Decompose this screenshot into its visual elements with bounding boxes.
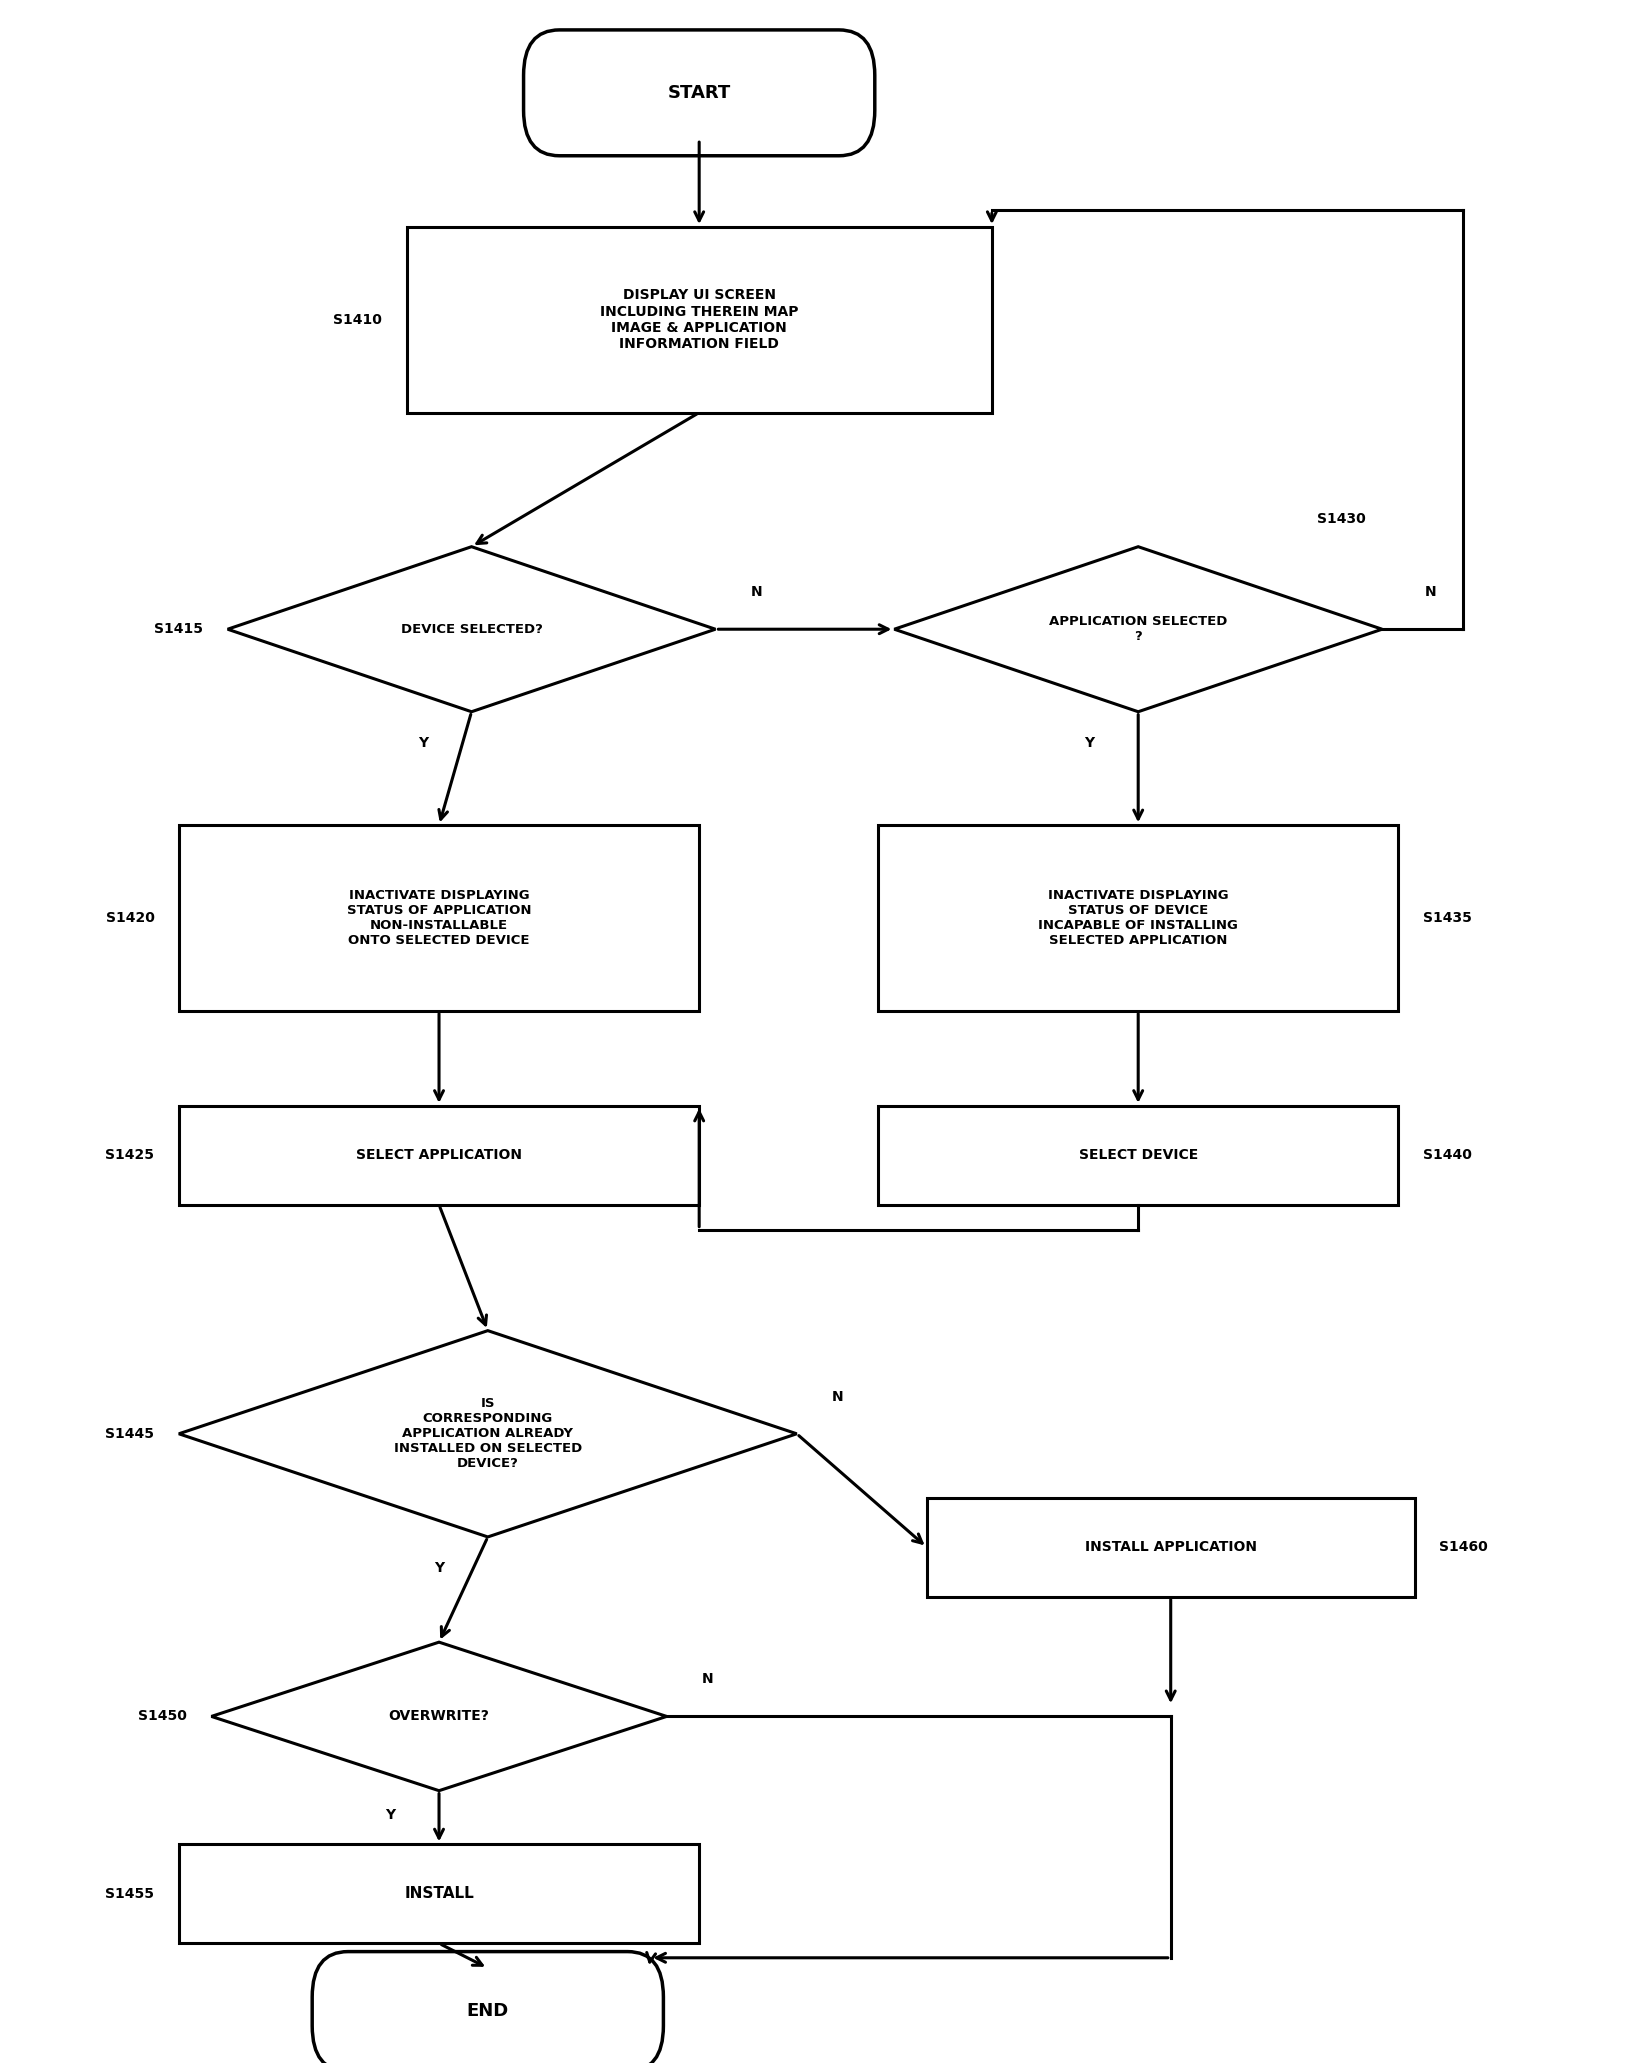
Text: SELECT DEVICE: SELECT DEVICE <box>1078 1149 1198 1161</box>
Text: S1410: S1410 <box>333 314 382 326</box>
Text: N: N <box>831 1390 844 1403</box>
Text: S1445: S1445 <box>106 1428 154 1440</box>
Text: Y: Y <box>385 1809 395 1822</box>
Bar <box>927 1498 1415 1597</box>
Text: APPLICATION SELECTED
?: APPLICATION SELECTED ? <box>1049 615 1228 644</box>
Bar <box>878 1106 1398 1205</box>
Polygon shape <box>228 547 715 712</box>
Text: START: START <box>668 85 730 101</box>
Text: N: N <box>1424 586 1437 598</box>
Text: IS
CORRESPONDING
APPLICATION ALREADY
INSTALLED ON SELECTED
DEVICE?: IS CORRESPONDING APPLICATION ALREADY INS… <box>393 1397 582 1471</box>
Text: DISPLAY UI SCREEN
INCLUDING THEREIN MAP
IMAGE & APPLICATION
INFORMATION FIELD: DISPLAY UI SCREEN INCLUDING THEREIN MAP … <box>600 289 798 351</box>
Text: Y: Y <box>1085 736 1094 749</box>
Text: S1435: S1435 <box>1423 912 1472 924</box>
Text: N: N <box>750 586 763 598</box>
Text: S1425: S1425 <box>106 1149 154 1161</box>
Text: SELECT APPLICATION: SELECT APPLICATION <box>356 1149 522 1161</box>
Polygon shape <box>894 547 1382 712</box>
Text: Y: Y <box>434 1562 444 1574</box>
Bar <box>406 227 992 413</box>
Text: S1440: S1440 <box>1423 1149 1472 1161</box>
FancyBboxPatch shape <box>524 31 875 157</box>
Text: S1460: S1460 <box>1439 1541 1488 1553</box>
Text: S1430: S1430 <box>1317 512 1366 526</box>
Text: Y: Y <box>418 736 428 749</box>
Text: S1420: S1420 <box>106 912 154 924</box>
Text: END: END <box>467 2003 509 2020</box>
Text: INSTALL: INSTALL <box>405 1886 473 1902</box>
Bar <box>878 825 1398 1011</box>
Text: INACTIVATE DISPLAYING
STATUS OF DEVICE
INCAPABLE OF INSTALLING
SELECTED APPLICAT: INACTIVATE DISPLAYING STATUS OF DEVICE I… <box>1039 889 1237 947</box>
Text: INSTALL APPLICATION: INSTALL APPLICATION <box>1085 1541 1257 1553</box>
Text: DEVICE SELECTED?: DEVICE SELECTED? <box>400 623 543 635</box>
Polygon shape <box>179 1331 797 1537</box>
Text: S1455: S1455 <box>106 1888 154 1900</box>
Text: S1415: S1415 <box>154 623 203 635</box>
Text: INACTIVATE DISPLAYING
STATUS OF APPLICATION
NON-INSTALLABLE
ONTO SELECTED DEVICE: INACTIVATE DISPLAYING STATUS OF APPLICAT… <box>346 889 532 947</box>
Bar <box>179 1844 699 1943</box>
FancyBboxPatch shape <box>312 1952 663 2063</box>
Bar <box>179 825 699 1011</box>
Text: N: N <box>701 1673 714 1685</box>
Polygon shape <box>211 1642 667 1791</box>
Text: OVERWRITE?: OVERWRITE? <box>389 1710 489 1723</box>
Text: S1450: S1450 <box>138 1710 187 1723</box>
Bar <box>179 1106 699 1205</box>
